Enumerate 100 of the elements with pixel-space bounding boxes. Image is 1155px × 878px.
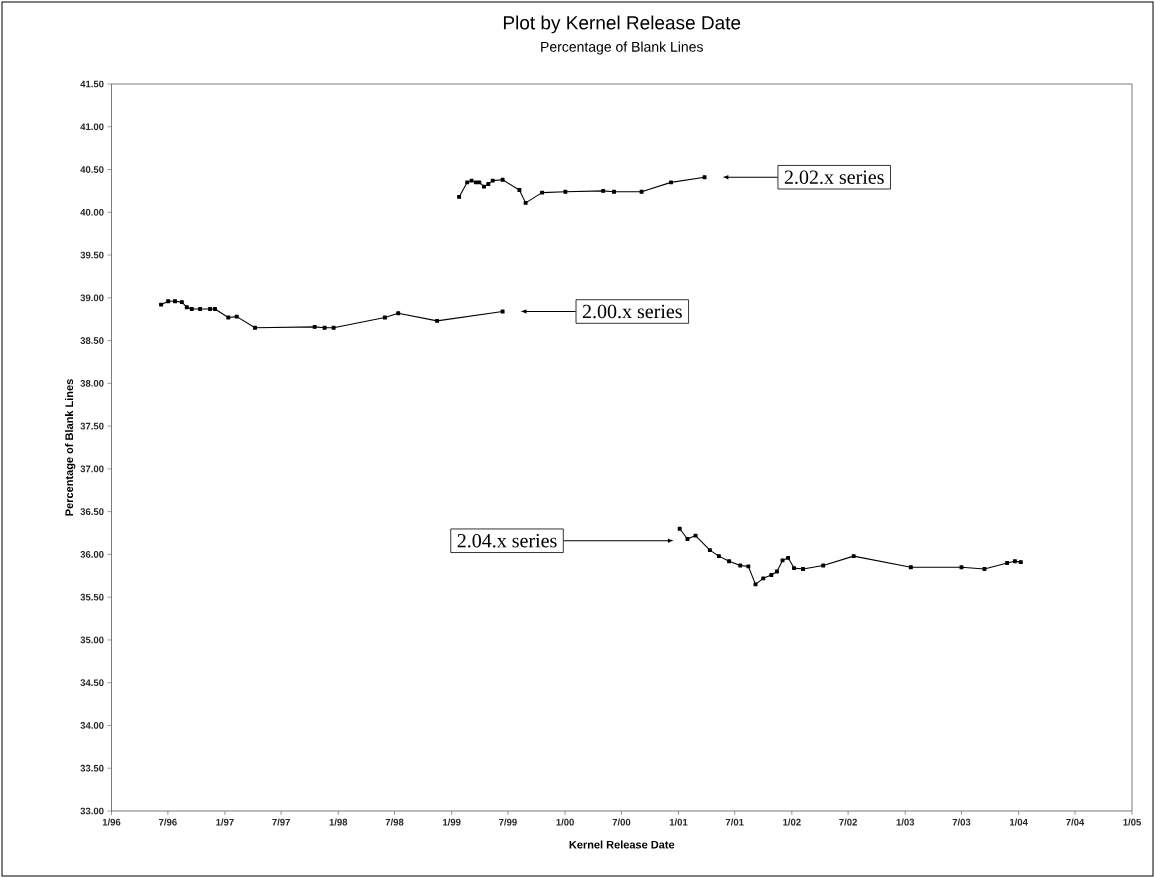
point [189,306,194,311]
point [780,558,785,563]
point [208,306,212,311]
y-tick-label: 34.00 [80,722,104,729]
point [540,190,545,195]
point [959,565,964,570]
point [523,200,528,205]
y-tick-label: 38.00 [80,379,104,387]
x-tick-label: 1/00 [556,818,574,826]
point [821,563,826,568]
point [173,299,177,304]
y-tick-label: 34.50 [80,679,104,687]
x-tick-label: 1/04 [1009,818,1028,826]
point [486,182,491,187]
y-tick-label: 38.50 [80,337,104,344]
x-tick-label: 7/97 [272,818,290,826]
point [179,300,184,305]
x-tick-label: 1/01 [669,818,688,826]
point [322,325,327,330]
y-tick-label: 36.00 [80,551,104,558]
point [612,189,616,194]
y-tick-label: 41.00 [80,123,104,131]
point [234,314,239,319]
point [563,189,568,194]
point [477,180,482,185]
y-tick-label: 39.00 [80,294,104,302]
y-tick-label: 33.00 [80,807,104,815]
annotation: 2.02.x series [784,170,884,185]
point [253,325,257,330]
y-tick-label: 35.50 [80,593,104,601]
y-tick-label: 37.50 [80,422,104,430]
y-tick-label: 36.50 [80,508,104,516]
point [707,548,712,553]
point [753,582,758,587]
point [500,309,505,314]
x-tick-label: 1/02 [783,818,801,826]
point [166,299,171,304]
point [226,315,231,320]
point [396,311,401,316]
point [312,324,317,329]
x-tick-label: 7/99 [499,818,517,826]
y-tick-label: 40.00 [80,208,104,216]
point [213,306,217,311]
x-tick-label: 7/01 [725,818,744,826]
point [435,318,440,323]
annotation: 2.00.x series [582,304,682,319]
point [517,188,522,192]
x-tick-label: 7/03 [952,818,971,826]
x-axis-title: Kernel Release Date [569,840,675,849]
point [1012,559,1017,564]
x-tick-label: 1/99 [443,818,461,826]
point [702,175,707,180]
point [685,537,690,541]
point [792,566,796,571]
point [727,559,732,564]
point [500,177,505,182]
chart-subtitle: Percentage of Blank Lines [541,41,703,55]
x-tick-label: 7/98 [385,818,404,826]
point [851,554,856,559]
chart-title: Plot by Kernel Release Date [503,15,741,34]
point [769,572,774,577]
point [746,564,751,569]
point [738,563,743,568]
point [693,533,698,538]
x-tick-label: 1/96 [102,818,121,826]
x-tick-label: 7/02 [839,818,857,826]
point [774,569,779,574]
point [465,180,470,185]
y-tick-label: 35.00 [80,636,104,644]
x-tick-label: 1/97 [216,818,234,826]
y-tick-label: 41.50 [80,80,104,88]
x-tick-label: 7/96 [159,818,177,826]
x-tick-label: 1/03 [896,818,915,826]
point [159,302,164,307]
point [482,184,486,189]
point [184,305,189,310]
point [908,565,913,570]
point [382,315,387,320]
y-tick-label: 33.50 [80,764,104,772]
annotation: 2.04.x series [457,533,557,548]
point [716,554,721,559]
point [801,567,805,571]
point [639,189,644,194]
point [677,526,682,531]
point [457,194,462,199]
y-axis-title: Percentage of Blank Lines [65,379,76,516]
point [490,178,495,183]
point [198,306,203,311]
point [982,567,987,571]
y-tick-label: 39.50 [80,251,104,259]
x-tick-label: 1/98 [329,818,348,826]
point [786,555,791,560]
point [469,178,474,183]
y-tick-label: 40.50 [80,166,104,173]
x-tick-label: 7/04 [1066,818,1085,826]
point [1018,560,1023,565]
x-tick-label: 1/05 [1123,818,1141,826]
point [331,325,336,330]
point [669,180,673,185]
x-tick-label: 7/00 [612,818,631,826]
